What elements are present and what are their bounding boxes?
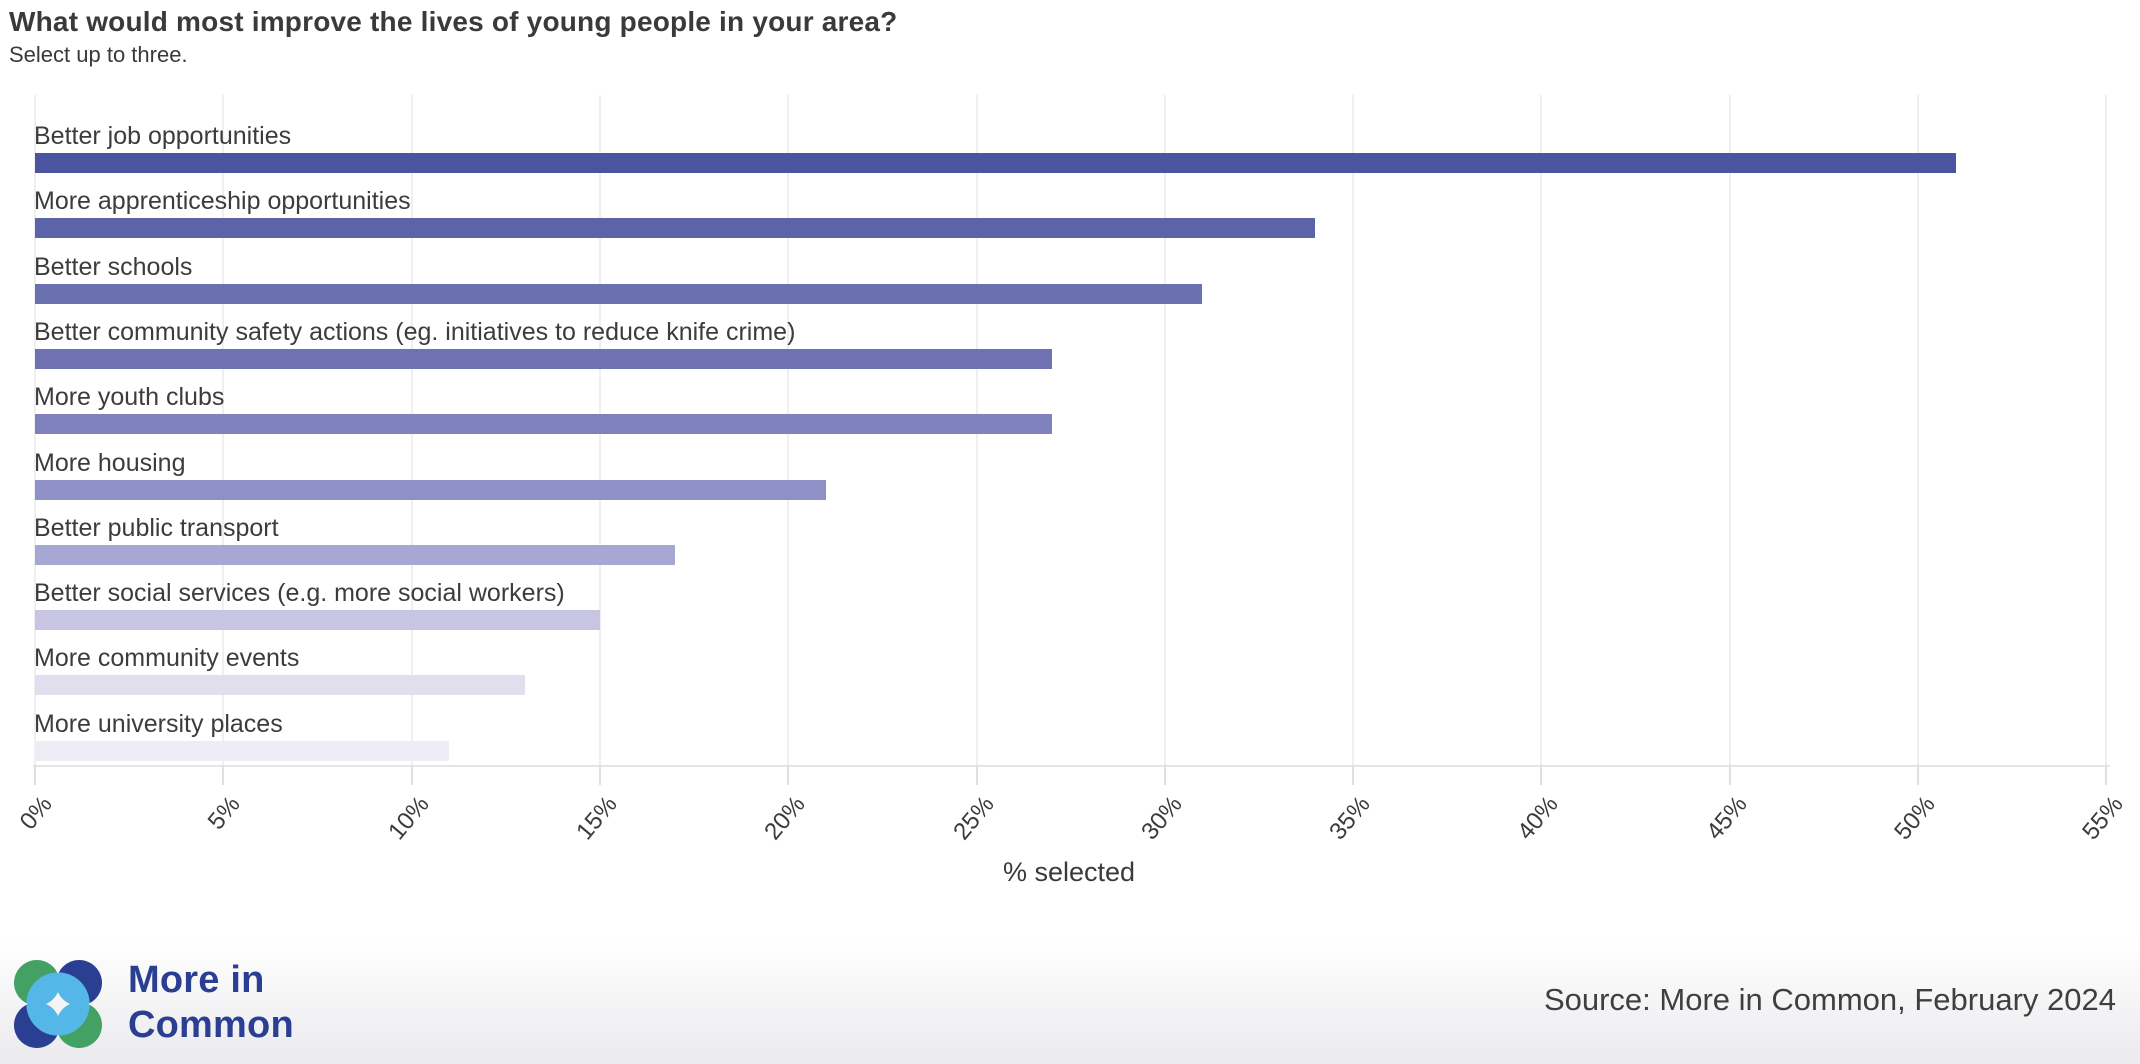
- category-label: More apprenticeship opportunities: [34, 187, 411, 216]
- category-label: Better public transport: [34, 513, 279, 542]
- logo-wordmark-line1: More in: [128, 959, 265, 1001]
- tick-label: 0%: [14, 791, 58, 835]
- bar-chart: Better job opportunities More apprentices…: [14, 95, 2129, 887]
- tick-mark: [975, 765, 978, 785]
- source-credit: Source: More in Common, February 2024: [1543, 982, 2116, 1017]
- tick-label: 20%: [759, 791, 811, 846]
- gridline: [1917, 95, 1919, 765]
- gridline: [1728, 95, 1731, 765]
- logo-wordmark-line2: Common: [128, 1004, 294, 1046]
- tick-mark: [787, 765, 790, 785]
- bar: [35, 348, 1052, 369]
- bar: [35, 675, 525, 696]
- category-label: More community events: [34, 644, 300, 673]
- category-label: More university places: [34, 709, 283, 738]
- tick-label: 5%: [203, 791, 246, 835]
- bar: [35, 283, 1203, 304]
- gridline: [1352, 95, 1355, 765]
- tick-label: 25%: [947, 791, 1000, 846]
- bar: [35, 153, 1956, 173]
- bar: [35, 479, 826, 500]
- tick-mark: [410, 765, 413, 785]
- tick-mark: [1917, 765, 1919, 785]
- bar: [35, 218, 1316, 239]
- category-label: More housing: [34, 448, 186, 477]
- tick-label: 50%: [1889, 791, 1941, 846]
- tick-label: 55%: [2077, 791, 2129, 846]
- x-axis-label: % selected: [1002, 857, 1136, 887]
- tick-mark: [34, 765, 36, 785]
- tick-mark: [1163, 765, 1166, 785]
- bar: [35, 740, 450, 761]
- bar: [35, 544, 676, 565]
- category-label: Better job opportunities: [34, 122, 292, 150]
- gridline: [1163, 95, 1166, 765]
- tick-mark: [1540, 765, 1543, 785]
- more-in-common-logo: [14, 960, 102, 1048]
- gridline: [2105, 95, 2108, 765]
- tick-mark: [222, 765, 225, 785]
- tick-label: 10%: [382, 791, 435, 846]
- tick-mark: [1728, 765, 1731, 785]
- category-label: More youth clubs: [34, 383, 225, 412]
- tick-label: 45%: [1700, 791, 1753, 846]
- gridline: [1540, 95, 1543, 765]
- logo-wordmark: More in Common: [128, 958, 294, 1048]
- bar: [35, 414, 1052, 435]
- tick-mark: [1352, 765, 1355, 785]
- category-label: Better social services (e.g. more social…: [34, 579, 565, 608]
- tick-label: 35%: [1324, 791, 1376, 846]
- category-label: Better community safety actions (eg. ini…: [34, 317, 796, 346]
- tick-label: 40%: [1512, 791, 1565, 846]
- tick-mark: [598, 765, 601, 785]
- footer: More in Common Source: More in Common, F…: [0, 938, 2140, 1064]
- x-axis-line: [33, 765, 2110, 767]
- chart-title: What would most improve the lives of you…: [9, 6, 898, 37]
- chart-subtitle: Select up to three.: [9, 42, 188, 67]
- tick-label: 30%: [1135, 791, 1188, 846]
- tick-label: 15%: [571, 791, 623, 846]
- bar: [35, 610, 600, 631]
- category-label: Better schools: [34, 252, 193, 281]
- tick-mark: [2105, 765, 2108, 785]
